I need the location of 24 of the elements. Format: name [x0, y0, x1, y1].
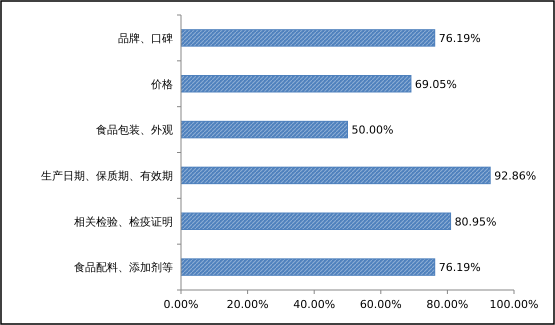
data-label: 69.05% [414, 78, 457, 91]
y-tick-label: 食品配料、添加剂等 [74, 261, 173, 274]
x-tick-label: 60.00% [360, 298, 402, 311]
data-label: 76.19% [438, 261, 481, 274]
x-tick-label: 40.00% [293, 298, 336, 311]
y-tick-label: 价格 [150, 78, 173, 91]
x-tick-label: 0.00% [164, 298, 198, 311]
bar [180, 75, 412, 92]
y-tick-label: 品牌、口碑 [118, 32, 173, 45]
x-tick-label: 100.00% [490, 298, 538, 311]
data-label: 80.95% [454, 215, 497, 228]
y-tick-label: 食品包装、外观 [96, 124, 173, 137]
x-tick-label: 80.00% [426, 298, 468, 311]
bar [180, 120, 348, 138]
x-tick-label: 20.00% [226, 298, 269, 311]
data-label: 50.00% [352, 124, 394, 137]
y-tick-label: 生产日期、保质期、有效期 [41, 169, 173, 182]
bar [180, 212, 452, 230]
bar [180, 166, 491, 184]
data-label: 76.19% [438, 32, 481, 45]
bar [180, 258, 436, 276]
bar [180, 29, 436, 47]
y-tick-label: 相关检验、检疫证明 [74, 215, 173, 228]
data-label: 92.86% [494, 169, 536, 182]
